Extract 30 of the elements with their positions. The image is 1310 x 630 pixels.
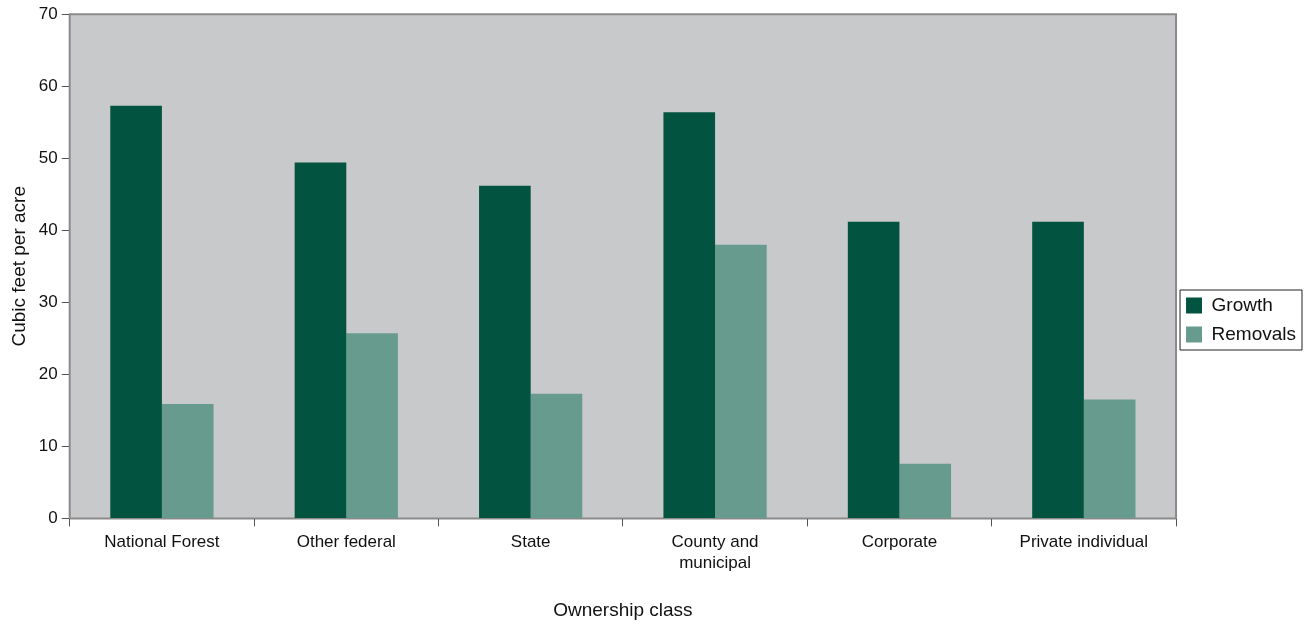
x-tick-label: County and municipal xyxy=(671,532,759,572)
x-tick-label: Private individual xyxy=(1019,532,1149,552)
x-tick-label: State xyxy=(510,532,551,552)
bar xyxy=(110,105,162,518)
legend-label: Growth xyxy=(1211,293,1273,315)
y-axis-title: Cubic feet per acre xyxy=(7,186,29,347)
bar xyxy=(899,463,952,518)
bar xyxy=(346,333,398,518)
legend-label: Removals xyxy=(1211,322,1297,344)
bar xyxy=(1083,399,1136,518)
y-tick-label: 30 xyxy=(38,292,58,311)
bar xyxy=(715,244,767,518)
y-tick-label: 10 xyxy=(38,436,58,456)
y-tick-label: 20 xyxy=(38,364,58,384)
y-tick-label: 40 xyxy=(38,219,58,239)
x-tick-label: Other federal xyxy=(296,532,396,552)
bar xyxy=(479,185,531,518)
x-tick-label: National Forest xyxy=(104,532,220,552)
bar xyxy=(1032,221,1084,518)
bar xyxy=(161,403,214,518)
y-tick-label: 50 xyxy=(38,147,58,167)
bar xyxy=(294,162,347,518)
x-tick-label: Corporate xyxy=(861,532,938,552)
bar xyxy=(663,112,716,518)
y-tick-label: 60 xyxy=(38,75,58,95)
x-axis-title: Ownership class xyxy=(553,598,693,620)
bar xyxy=(530,393,583,518)
bar xyxy=(847,221,900,518)
y-tick-label: 0 xyxy=(48,508,58,528)
y-tick-label: 70 xyxy=(38,3,58,23)
